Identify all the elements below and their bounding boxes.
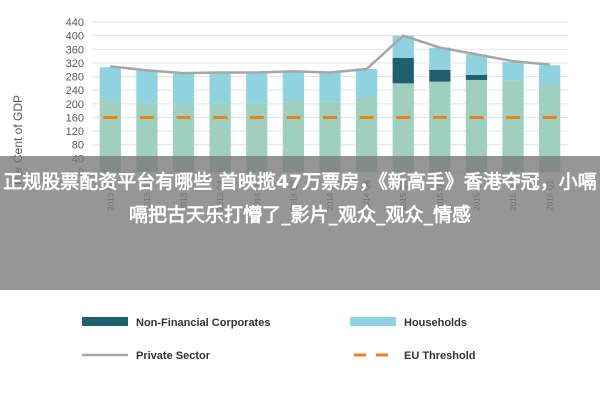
- y-tick-label: 160: [66, 112, 84, 124]
- bar-households: [209, 73, 231, 104]
- y-tick-label: 360: [66, 44, 84, 56]
- caption-text: 正规股票配资平台有哪些 首映揽47万票房，《新高手》香港夺冠，小嗝嗝把古天乐打懵…: [3, 171, 597, 226]
- bar-households: [282, 71, 305, 102]
- bar-households: [355, 69, 378, 99]
- bar-base: [429, 81, 451, 172]
- private-sector-line: [110, 34, 550, 75]
- legend-swatch: [350, 317, 396, 326]
- legend-label: Non-Financial Corporates: [136, 317, 270, 329]
- y-tick-label: 200: [66, 99, 84, 111]
- bar-households: [172, 73, 195, 106]
- y-tick-label: 280: [66, 72, 84, 84]
- bar-non-financial-corporates: [465, 74, 488, 80]
- bar-households: [136, 70, 158, 104]
- y-tick-label: 240: [66, 85, 84, 97]
- y-tick-label: 320: [66, 58, 84, 70]
- bar-non-financial-corporates: [429, 69, 451, 82]
- bar-non-financial-corporates: [392, 57, 414, 84]
- bar-base: [502, 80, 524, 172]
- bar-base: [539, 84, 561, 172]
- bar-base: [172, 105, 195, 172]
- bar-base: [465, 79, 488, 172]
- series-lines: [103, 34, 557, 119]
- bar-households: [502, 61, 524, 81]
- bar-base: [209, 103, 231, 172]
- legend-label: Private Sector: [136, 350, 211, 362]
- bar-households: [99, 67, 121, 101]
- legend-label: EU Threshold: [404, 350, 476, 362]
- y-tick-label: 80: [72, 140, 84, 152]
- bar-base: [246, 103, 268, 172]
- bar-base: [392, 83, 414, 172]
- bar-base: [319, 101, 341, 172]
- legend-label: Households: [404, 317, 467, 329]
- bar-households: [429, 47, 451, 70]
- bar-households: [319, 72, 341, 102]
- y-tick-label: 440: [66, 17, 84, 29]
- bar-households: [246, 72, 268, 104]
- bar-households: [465, 54, 488, 75]
- y-tick-label: 400: [66, 31, 84, 43]
- bar-households: [539, 65, 561, 85]
- caption-banner: [0, 156, 600, 290]
- y-tick-label: 120: [66, 126, 84, 138]
- bar-base: [136, 103, 158, 172]
- legend: Non-Financial Corporates Households Privat…: [82, 317, 476, 362]
- legend-swatch: [82, 317, 128, 326]
- y-tick-labels: 04080120160200240280320360400440: [66, 17, 84, 179]
